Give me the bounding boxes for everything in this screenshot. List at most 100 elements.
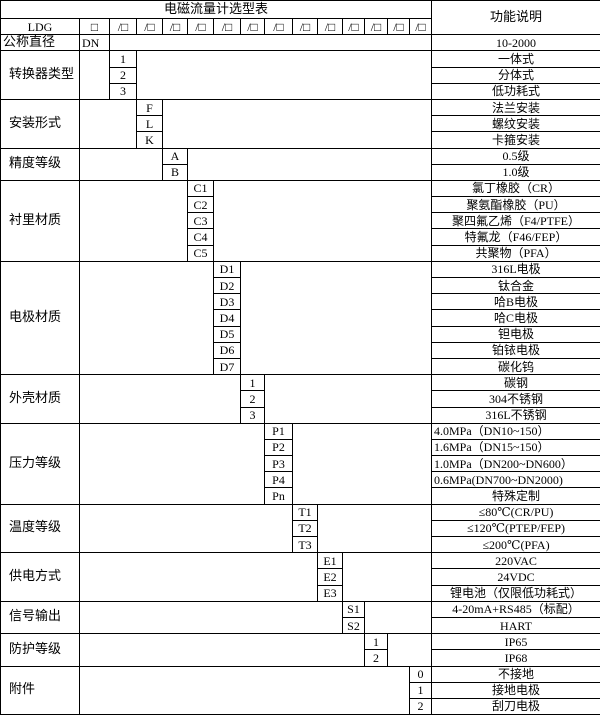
option-code: D4: [213, 309, 241, 327]
group-label: 衬里材质: [0, 179, 80, 262]
option-row: T3 ≤200℃(PFA): [1, 535, 600, 554]
option-code: S2: [342, 616, 365, 635]
blank-cell: [239, 260, 433, 376]
option-code: T1: [292, 503, 318, 521]
model-slot: /□: [213, 17, 241, 36]
model-code-row: LDG □/□/□/□/□/□/□/□/□/□/□/□/□/□: [0, 17, 600, 36]
blank-cell: [316, 503, 433, 554]
option-row: 3 低功耗式: [1, 82, 600, 100]
option-description: 聚氨酯橡胶（PU）: [431, 196, 600, 214]
option-code: B: [162, 163, 188, 181]
option-code: D7: [213, 357, 241, 376]
option-row: 附件 0 不接地: [0, 665, 600, 716]
option-code: C1: [187, 179, 214, 198]
blank-cell: [212, 179, 433, 262]
option-code: 1: [408, 681, 433, 699]
group-label: 防护等级: [0, 633, 80, 667]
blank-cell: [79, 600, 343, 635]
option-description: 氯丁橡胶（CR）: [431, 179, 600, 198]
option-row: 压力等级 P1 4.0MPa（DN10~150）: [0, 422, 600, 505]
option-code: E2: [317, 568, 343, 586]
option-code: D6: [213, 341, 241, 359]
nominal-diameter-row: 公称直径 DN 10-2000: [0, 34, 600, 52]
option-description: ≤80℃(CR/PU): [431, 503, 600, 521]
nominal-diameter-label: 公称直径: [0, 34, 80, 52]
option-description: 碳化钨: [431, 357, 600, 376]
option-description: IP65: [431, 633, 600, 651]
option-description: 220VAC: [431, 552, 600, 570]
blank-cell: [386, 633, 433, 667]
option-description: 24VDC: [431, 568, 600, 586]
option-code: 0: [408, 665, 433, 683]
model-slot: /□: [109, 17, 137, 36]
group-label: 供电方式: [0, 552, 80, 602]
option-description: 1.0级: [431, 163, 600, 181]
group-label: 安装形式: [0, 98, 80, 149]
blank-cell: [79, 552, 318, 602]
option-code: Pn: [264, 487, 293, 505]
title-row: 电磁流量计选型表 功能说明: [0, 0, 600, 36]
blank-cell: [79, 503, 293, 554]
option-description: IP68: [431, 649, 600, 667]
option-description: 4-20mA+RS485（标配）: [431, 600, 600, 618]
option-code: C4: [187, 228, 214, 246]
option-row: 信号输出 S1 4-20mA+RS485（标配）: [0, 600, 600, 635]
option-description: 316L电极: [431, 260, 600, 279]
option-code: D3: [213, 293, 241, 311]
model-slot: /□: [317, 17, 343, 36]
option-description: 锂电池（仅限低功耗式）: [431, 584, 600, 602]
model-slot: /□: [187, 17, 214, 36]
blank-cell: [79, 260, 214, 376]
model-prefix: LDG: [0, 17, 80, 36]
option-code: D1: [213, 260, 241, 279]
option-description: 碳钢: [431, 374, 600, 392]
model-slot: /□: [387, 17, 410, 36]
model-slot: /□: [342, 17, 365, 36]
option-code: 3: [109, 82, 137, 100]
option-row: 温度等级 T1 ≤80℃(CR/PU): [0, 503, 600, 554]
table-title: 电磁流量计选型表: [0, 0, 433, 19]
option-description: 316L不锈钢: [431, 406, 600, 424]
option-description: 接地电极: [431, 681, 600, 699]
option-description: 分体式: [431, 66, 600, 84]
option-row: C3 聚四氟乙烯（F4/PTFE）: [1, 212, 600, 230]
blank-cell: [79, 50, 110, 100]
option-description: 一体式: [431, 50, 600, 68]
blank-cell: [79, 98, 137, 149]
blank-cell: [135, 50, 433, 100]
option-row: 转换器类型 1 一体式: [0, 50, 600, 100]
option-description: 特殊定制: [431, 487, 600, 505]
option-code: P2: [264, 438, 293, 457]
option-code: 1: [364, 633, 388, 651]
option-row: 精度等级 A 0.5级: [0, 147, 600, 181]
option-description: 0.6MPa(DN700~DN2000): [431, 471, 600, 489]
option-code: T2: [292, 519, 318, 538]
option-row: 安装形式 F 法兰安装: [0, 98, 600, 149]
option-description: 螺纹安装: [431, 115, 600, 133]
blank-cell: [291, 422, 433, 505]
blank-cell: [79, 374, 241, 424]
option-row: C5 共聚物（PFA）: [1, 244, 600, 262]
option-description: 不接地: [431, 665, 600, 683]
blank-cell: [79, 147, 163, 181]
option-row: 防护等级 1 IP65: [0, 633, 600, 667]
option-description: 哈B电极: [431, 293, 600, 311]
model-slot: □: [79, 17, 110, 36]
option-description: HART: [431, 616, 600, 635]
option-description: 304不锈钢: [431, 390, 600, 408]
option-description: 特氟龙（F46/FEP）: [431, 228, 600, 246]
option-description: 低功耗式: [431, 82, 600, 100]
option-description: 哈C电极: [431, 309, 600, 327]
option-code: 2: [240, 390, 265, 408]
option-code: P3: [264, 455, 293, 473]
option-code: E1: [317, 552, 343, 570]
blank-cell: [79, 665, 410, 716]
model-slot: /□: [240, 17, 265, 36]
nominal-diameter-code: DN: [79, 34, 110, 52]
option-code: F: [136, 98, 163, 117]
model-slot: /□: [408, 17, 433, 36]
option-code: S1: [342, 600, 365, 618]
option-row: D2 钛合金: [1, 276, 600, 295]
option-row: D6 铂铱电极: [1, 341, 600, 359]
